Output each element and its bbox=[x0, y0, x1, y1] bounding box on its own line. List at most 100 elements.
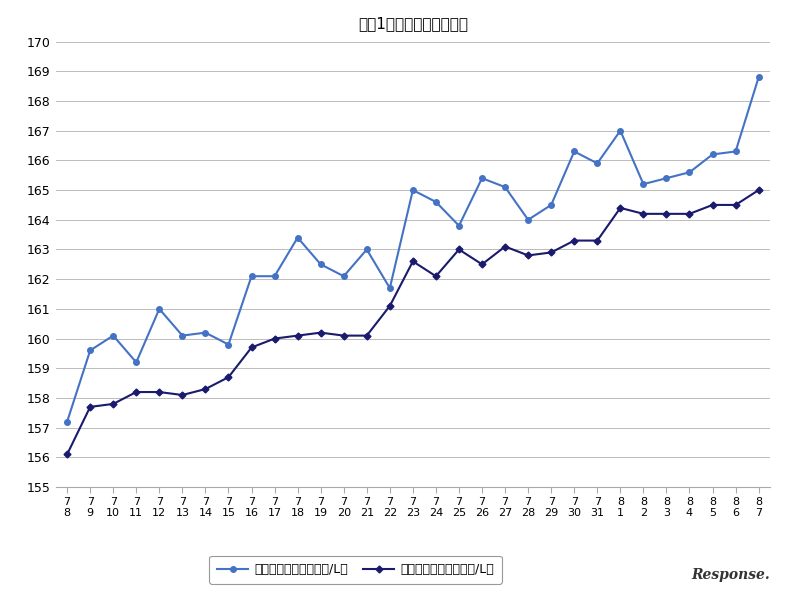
ハイオク看板価格（円/L） bbox=[592, 160, 602, 167]
ハイオク看板価格（円/L） bbox=[224, 341, 233, 348]
ハイオク看板価格（円/L） bbox=[754, 74, 763, 81]
Text: 8: 8 bbox=[64, 508, 71, 519]
Text: 8: 8 bbox=[686, 498, 693, 507]
ハイオク実売価格（円/L） bbox=[224, 374, 233, 381]
ハイオク実売価格（円/L） bbox=[86, 403, 95, 410]
Text: 8: 8 bbox=[640, 498, 647, 507]
Text: 17: 17 bbox=[268, 508, 282, 519]
ハイオク看板価格（円/L） bbox=[546, 201, 556, 208]
ハイオク実売価格（円/L） bbox=[63, 451, 72, 458]
Text: 26: 26 bbox=[475, 508, 489, 519]
ハイオク実売価格（円/L） bbox=[316, 329, 326, 336]
Text: 4: 4 bbox=[686, 508, 693, 519]
ハイオク実売価格（円/L） bbox=[569, 237, 579, 244]
Text: 7: 7 bbox=[548, 498, 555, 507]
ハイオク看板価格（円/L） bbox=[431, 198, 441, 206]
Text: 7: 7 bbox=[525, 498, 532, 507]
Text: 2: 2 bbox=[640, 508, 647, 519]
Text: 8: 8 bbox=[732, 498, 739, 507]
Text: 18: 18 bbox=[291, 508, 305, 519]
ハイオク看板価格（円/L） bbox=[109, 332, 118, 339]
ハイオク看板価格（円/L） bbox=[615, 127, 625, 134]
Text: 24: 24 bbox=[429, 508, 443, 519]
Text: 29: 29 bbox=[544, 508, 558, 519]
Text: 7: 7 bbox=[294, 498, 301, 507]
Text: 1: 1 bbox=[617, 508, 624, 519]
ハイオク看板価格（円/L） bbox=[201, 329, 210, 336]
ハイオク実売価格（円/L） bbox=[477, 261, 487, 268]
ハイオク実売価格（円/L） bbox=[707, 201, 717, 208]
ハイオク看板価格（円/L） bbox=[385, 285, 395, 292]
ハイオク看板価格（円/L） bbox=[86, 347, 95, 354]
Text: 7: 7 bbox=[594, 498, 601, 507]
ハイオク看板価格（円/L） bbox=[63, 418, 72, 425]
Text: 7: 7 bbox=[479, 498, 486, 507]
Text: 7: 7 bbox=[755, 508, 762, 519]
Line: ハイオク実売価格（円/L）: ハイオク実売価格（円/L） bbox=[64, 188, 761, 457]
ハイオク実売価格（円/L） bbox=[408, 258, 418, 265]
ハイオク看板価格（円/L） bbox=[477, 175, 487, 182]
Text: 8: 8 bbox=[617, 498, 624, 507]
ハイオク看板価格（円/L） bbox=[707, 151, 717, 158]
ハイオク実売価格（円/L） bbox=[638, 210, 648, 217]
ハイオク実売価格（円/L） bbox=[523, 252, 533, 259]
Text: 7: 7 bbox=[225, 498, 232, 507]
ハイオク看板価格（円/L） bbox=[270, 273, 279, 280]
Text: 20: 20 bbox=[337, 508, 351, 519]
Text: 6: 6 bbox=[732, 508, 739, 519]
ハイオク看板価格（円/L） bbox=[339, 273, 349, 280]
Text: 9: 9 bbox=[87, 508, 94, 519]
ハイオク実売価格（円/L） bbox=[615, 204, 625, 211]
Text: 7: 7 bbox=[202, 498, 209, 507]
ハイオク実売価格（円/L） bbox=[730, 201, 740, 208]
Text: 7: 7 bbox=[502, 498, 509, 507]
ハイオク実売価格（円/L） bbox=[362, 332, 372, 339]
Text: 7: 7 bbox=[64, 498, 71, 507]
Legend: ハイオク看板価格（円/L）, ハイオク実売価格（円/L）: ハイオク看板価格（円/L）, ハイオク実売価格（円/L） bbox=[210, 556, 502, 584]
ハイオク看板価格（円/L） bbox=[316, 261, 326, 268]
Text: 27: 27 bbox=[498, 508, 512, 519]
ハイオク看板価格（円/L） bbox=[500, 184, 510, 191]
Text: 10: 10 bbox=[106, 508, 120, 519]
ハイオク実売価格（円/L） bbox=[178, 391, 187, 399]
Text: 3: 3 bbox=[663, 508, 670, 519]
ハイオク実売価格（円/L） bbox=[546, 249, 556, 256]
Text: 8: 8 bbox=[709, 498, 716, 507]
Title: 最近1ヶ月のハイオク価格: 最近1ヶ月のハイオク価格 bbox=[358, 15, 468, 31]
Text: 22: 22 bbox=[383, 508, 397, 519]
ハイオク看板価格（円/L） bbox=[684, 169, 694, 176]
Text: 8: 8 bbox=[663, 498, 670, 507]
ハイオク看板価格（円/L） bbox=[408, 187, 418, 194]
ハイオク実売価格（円/L） bbox=[500, 243, 510, 250]
ハイオク実売価格（円/L） bbox=[754, 187, 763, 194]
ハイオク実売価格（円/L） bbox=[293, 332, 303, 339]
Text: 7: 7 bbox=[340, 498, 347, 507]
ハイオク看板価格（円/L） bbox=[178, 332, 187, 339]
ハイオク実売価格（円/L） bbox=[270, 335, 279, 342]
Text: 11: 11 bbox=[129, 508, 143, 519]
ハイオク実売価格（円/L） bbox=[155, 388, 164, 396]
Text: 12: 12 bbox=[152, 508, 167, 519]
Text: 7: 7 bbox=[133, 498, 140, 507]
Text: 31: 31 bbox=[590, 508, 604, 519]
Text: Response.: Response. bbox=[692, 568, 770, 582]
Text: 28: 28 bbox=[521, 508, 535, 519]
ハイオク実売価格（円/L） bbox=[247, 344, 256, 351]
ハイオク看板価格（円/L） bbox=[247, 273, 256, 280]
ハイオク看板価格（円/L） bbox=[293, 234, 303, 241]
ハイオク看板価格（円/L） bbox=[454, 222, 464, 229]
Text: 21: 21 bbox=[360, 508, 374, 519]
ハイオク実売価格（円/L） bbox=[454, 246, 464, 253]
Text: 13: 13 bbox=[175, 508, 189, 519]
Text: 8: 8 bbox=[755, 498, 762, 507]
Text: 7: 7 bbox=[456, 498, 463, 507]
Line: ハイオク看板価格（円/L）: ハイオク看板価格（円/L） bbox=[64, 74, 761, 425]
Text: 30: 30 bbox=[567, 508, 581, 519]
ハイオク実売価格（円/L） bbox=[132, 388, 141, 396]
Text: 14: 14 bbox=[198, 508, 213, 519]
Text: 25: 25 bbox=[452, 508, 466, 519]
Text: 7: 7 bbox=[179, 498, 186, 507]
ハイオク看板価格（円/L） bbox=[638, 181, 648, 188]
Text: 7: 7 bbox=[571, 498, 578, 507]
ハイオク看板価格（円/L） bbox=[155, 305, 164, 312]
